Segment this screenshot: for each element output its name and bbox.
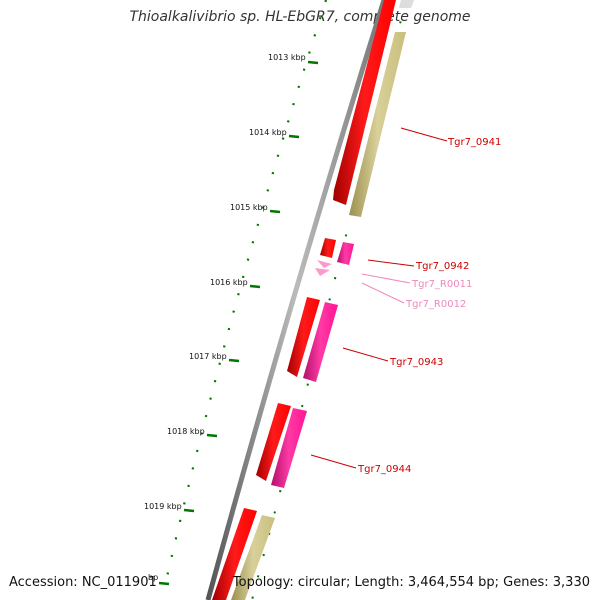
callout-line [310,454,357,469]
cds-feature[interactable] [333,0,396,205]
callout-line [400,127,448,142]
major-tick [269,209,281,214]
gene-tgr7-0943[interactable] [287,297,338,382]
rna-features[interactable] [315,260,332,276]
cog-feature[interactable] [303,302,338,382]
tick-ring [162,0,328,591]
gene-label[interactable]: Tgr7_0942 [415,261,469,272]
tick-label: 1019 kbp [144,502,182,511]
gene-tgr7-0942[interactable] [320,238,354,265]
rna-feature[interactable] [315,268,330,276]
tick-label: 1017 kbp [189,352,227,361]
tick-label: 1018 kbp [167,427,205,436]
tick-label: 1015 kbp [230,203,268,212]
gene-label[interactable]: Tgr7_0944 [357,464,411,475]
genome-summary: Topology: circular; Length: 3,464,554 bp… [232,575,590,590]
major-tick [206,433,218,438]
tick-label: 1016 kbp [210,278,248,287]
cog-feature[interactable] [349,32,406,217]
cog-feature[interactable] [231,515,275,600]
cds-feature[interactable] [287,297,320,377]
cds-feature[interactable] [320,238,336,258]
accession-text: Accession: NC_011901 [9,575,157,590]
gene-label[interactable]: Tgr7_R0011 [411,279,472,290]
gene-label[interactable]: Tgr7_R0012 [405,299,466,310]
gene-label[interactable]: Tgr7_0943 [389,357,443,368]
gene-lower[interactable] [212,508,275,600]
gene-label[interactable]: Tgr7_0941 [447,137,501,148]
gene-tgr7-0944[interactable] [256,403,307,488]
major-tick [249,284,261,289]
major-tick [183,508,195,513]
cds-feature[interactable] [256,403,291,481]
bp-unit-label: bp [148,573,159,582]
cog-feature[interactable] [399,0,414,8]
cog-feature[interactable] [337,242,354,265]
tick-label: 1014 kbp [249,128,287,137]
gene-tgr7-0941[interactable] [333,0,414,217]
callout-line [342,347,389,362]
kbp-ticks: 1013 kbp 1014 kbp 1015 kbp 1016 kbp 1017… [144,53,319,586]
callout-line [367,259,415,267]
major-tick [228,358,240,363]
gene-labels: Tgr7_0941 Tgr7_0942 Tgr7_R0011 Tgr7_R001… [357,137,501,475]
callout-lines [310,127,448,469]
tick-label: 1013 kbp [268,53,306,62]
rna-feature[interactable] [317,260,332,268]
major-tick [158,581,170,586]
cog-feature[interactable] [271,408,307,488]
callout-line [361,282,405,304]
callout-line [361,273,411,284]
genome-backbone [205,0,387,600]
major-tick [307,60,319,65]
inner-tick-ring [251,0,407,600]
cds-feature[interactable] [212,508,257,600]
major-tick [288,134,300,139]
